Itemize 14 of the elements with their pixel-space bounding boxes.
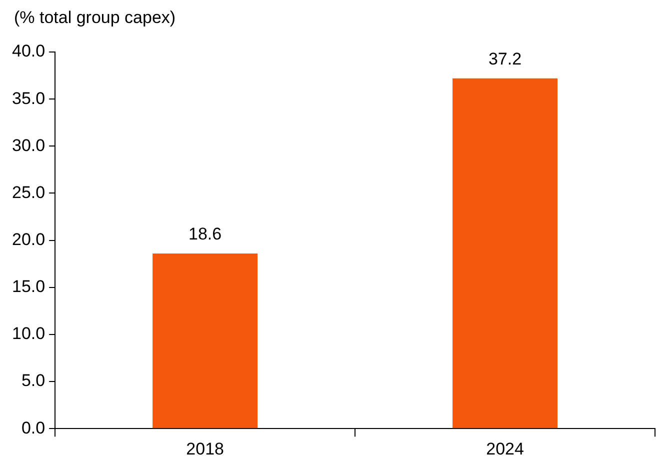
y-tick-label: 5.0 xyxy=(21,371,46,390)
y-tick-label: 15.0 xyxy=(12,277,46,296)
y-tick-label: 35.0 xyxy=(12,88,46,108)
y-tick-label: 25.0 xyxy=(12,182,46,202)
y-tick-label: 10.0 xyxy=(12,324,46,344)
y-tick-label: 0.0 xyxy=(21,418,46,438)
data-label: 18.6 xyxy=(188,224,222,244)
y-tick-label: 30.0 xyxy=(12,136,46,155)
x-tick-label: 2024 xyxy=(486,439,524,458)
y-tick-label: 20.0 xyxy=(12,230,46,249)
y-axis-title: (% total group capex) xyxy=(14,8,176,28)
data-label: 37.2 xyxy=(488,50,522,69)
x-tick-label: 2018 xyxy=(186,439,224,458)
y-tick-label: 40.0 xyxy=(12,42,46,61)
